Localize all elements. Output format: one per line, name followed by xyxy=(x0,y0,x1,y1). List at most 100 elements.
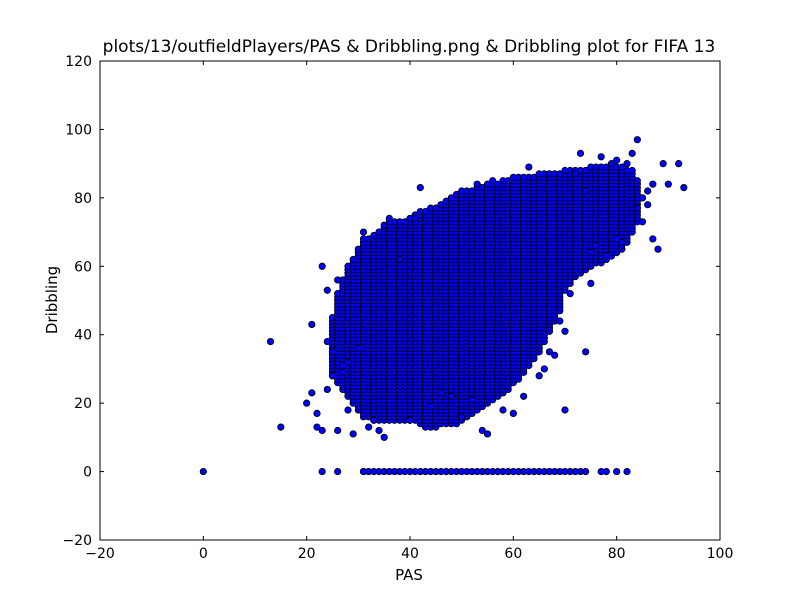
data-point xyxy=(303,399,311,407)
data-point xyxy=(520,392,528,400)
data-point xyxy=(483,430,492,438)
y-tick-label: 80 xyxy=(74,191,92,207)
data-point xyxy=(587,249,595,257)
data-point xyxy=(623,160,631,168)
data-point xyxy=(587,279,595,287)
data-point xyxy=(365,423,373,431)
data-point xyxy=(385,214,393,222)
data-point xyxy=(613,235,621,243)
x-tick-label: 40 xyxy=(401,546,419,562)
data-point xyxy=(468,396,476,404)
x-tick-label: 20 xyxy=(298,546,316,562)
data-point xyxy=(427,402,435,411)
data-point xyxy=(339,368,347,376)
y-tick-label: 60 xyxy=(74,259,92,275)
data-point xyxy=(375,426,383,435)
data-point xyxy=(576,149,585,157)
data-point xyxy=(566,290,574,298)
data-point xyxy=(551,351,559,359)
data-point xyxy=(349,430,357,438)
x-tick-label: 80 xyxy=(608,546,626,562)
data-point xyxy=(633,177,641,185)
y-axis-label: Dribbling xyxy=(43,266,61,334)
data-point xyxy=(556,317,564,325)
x-axis-label: PAS xyxy=(395,566,423,584)
data-point xyxy=(359,228,368,236)
data-points xyxy=(199,136,688,476)
data-point xyxy=(344,358,352,366)
data-point xyxy=(561,327,569,335)
data-point xyxy=(613,156,621,164)
data-point xyxy=(597,153,605,161)
data-point xyxy=(318,467,326,476)
data-point xyxy=(509,409,517,418)
chart-title: plots/13/outfieldPlayers/PAS & Dribbling… xyxy=(103,37,716,57)
data-point xyxy=(489,177,497,185)
data-point xyxy=(680,183,688,192)
data-point xyxy=(308,389,316,397)
y-tick-label: 100 xyxy=(65,122,92,138)
data-point xyxy=(334,276,342,284)
data-point-zero xyxy=(623,467,631,476)
data-point-zero xyxy=(613,467,621,476)
data-point xyxy=(437,389,445,397)
data-point xyxy=(323,385,331,394)
data-point xyxy=(199,467,207,476)
data-point xyxy=(664,180,672,188)
y-tick-label: 120 xyxy=(65,54,92,70)
data-point xyxy=(499,406,507,414)
data-point xyxy=(318,426,326,435)
data-point xyxy=(277,423,285,431)
data-point xyxy=(458,413,466,421)
data-point xyxy=(649,235,657,243)
data-point xyxy=(473,180,481,188)
data-point-zero xyxy=(602,467,610,476)
data-point xyxy=(370,416,378,424)
data-point xyxy=(571,170,579,178)
data-point xyxy=(659,160,667,168)
data-point xyxy=(328,372,337,380)
data-point xyxy=(654,245,662,253)
data-point xyxy=(354,344,362,352)
data-point xyxy=(334,426,342,435)
x-tick-label: 0 xyxy=(199,546,208,562)
data-point xyxy=(638,218,647,226)
data-point xyxy=(447,392,455,400)
data-point xyxy=(540,365,548,373)
y-tick-label: 40 xyxy=(74,328,92,344)
data-point xyxy=(628,149,636,157)
data-point xyxy=(633,136,641,144)
data-point xyxy=(308,320,316,329)
data-point xyxy=(633,204,641,212)
data-point xyxy=(644,201,652,209)
data-point xyxy=(318,262,326,270)
data-point xyxy=(649,180,657,188)
data-point xyxy=(416,183,424,192)
data-point xyxy=(675,160,683,168)
data-point-zero xyxy=(582,467,590,476)
data-point xyxy=(582,348,590,356)
y-tick-label: −20 xyxy=(62,533,92,549)
data-point xyxy=(582,187,590,195)
data-point xyxy=(644,187,652,195)
data-point xyxy=(592,242,600,250)
data-point xyxy=(323,286,331,294)
data-point xyxy=(602,252,610,260)
data-point xyxy=(328,348,337,356)
data-point xyxy=(561,406,569,414)
data-point xyxy=(535,372,543,380)
data-point xyxy=(411,214,419,222)
x-tick-label: 60 xyxy=(504,546,522,562)
data-point xyxy=(380,433,388,441)
data-point xyxy=(266,337,275,346)
data-point xyxy=(344,406,352,414)
data-point xyxy=(525,163,533,171)
y-tick-label: 0 xyxy=(83,465,92,481)
data-point xyxy=(313,409,321,418)
data-point xyxy=(638,194,647,202)
y-tick-label: 20 xyxy=(74,396,92,412)
x-tick-label: 100 xyxy=(707,546,734,562)
data-point xyxy=(334,467,342,476)
data-point xyxy=(396,255,404,264)
